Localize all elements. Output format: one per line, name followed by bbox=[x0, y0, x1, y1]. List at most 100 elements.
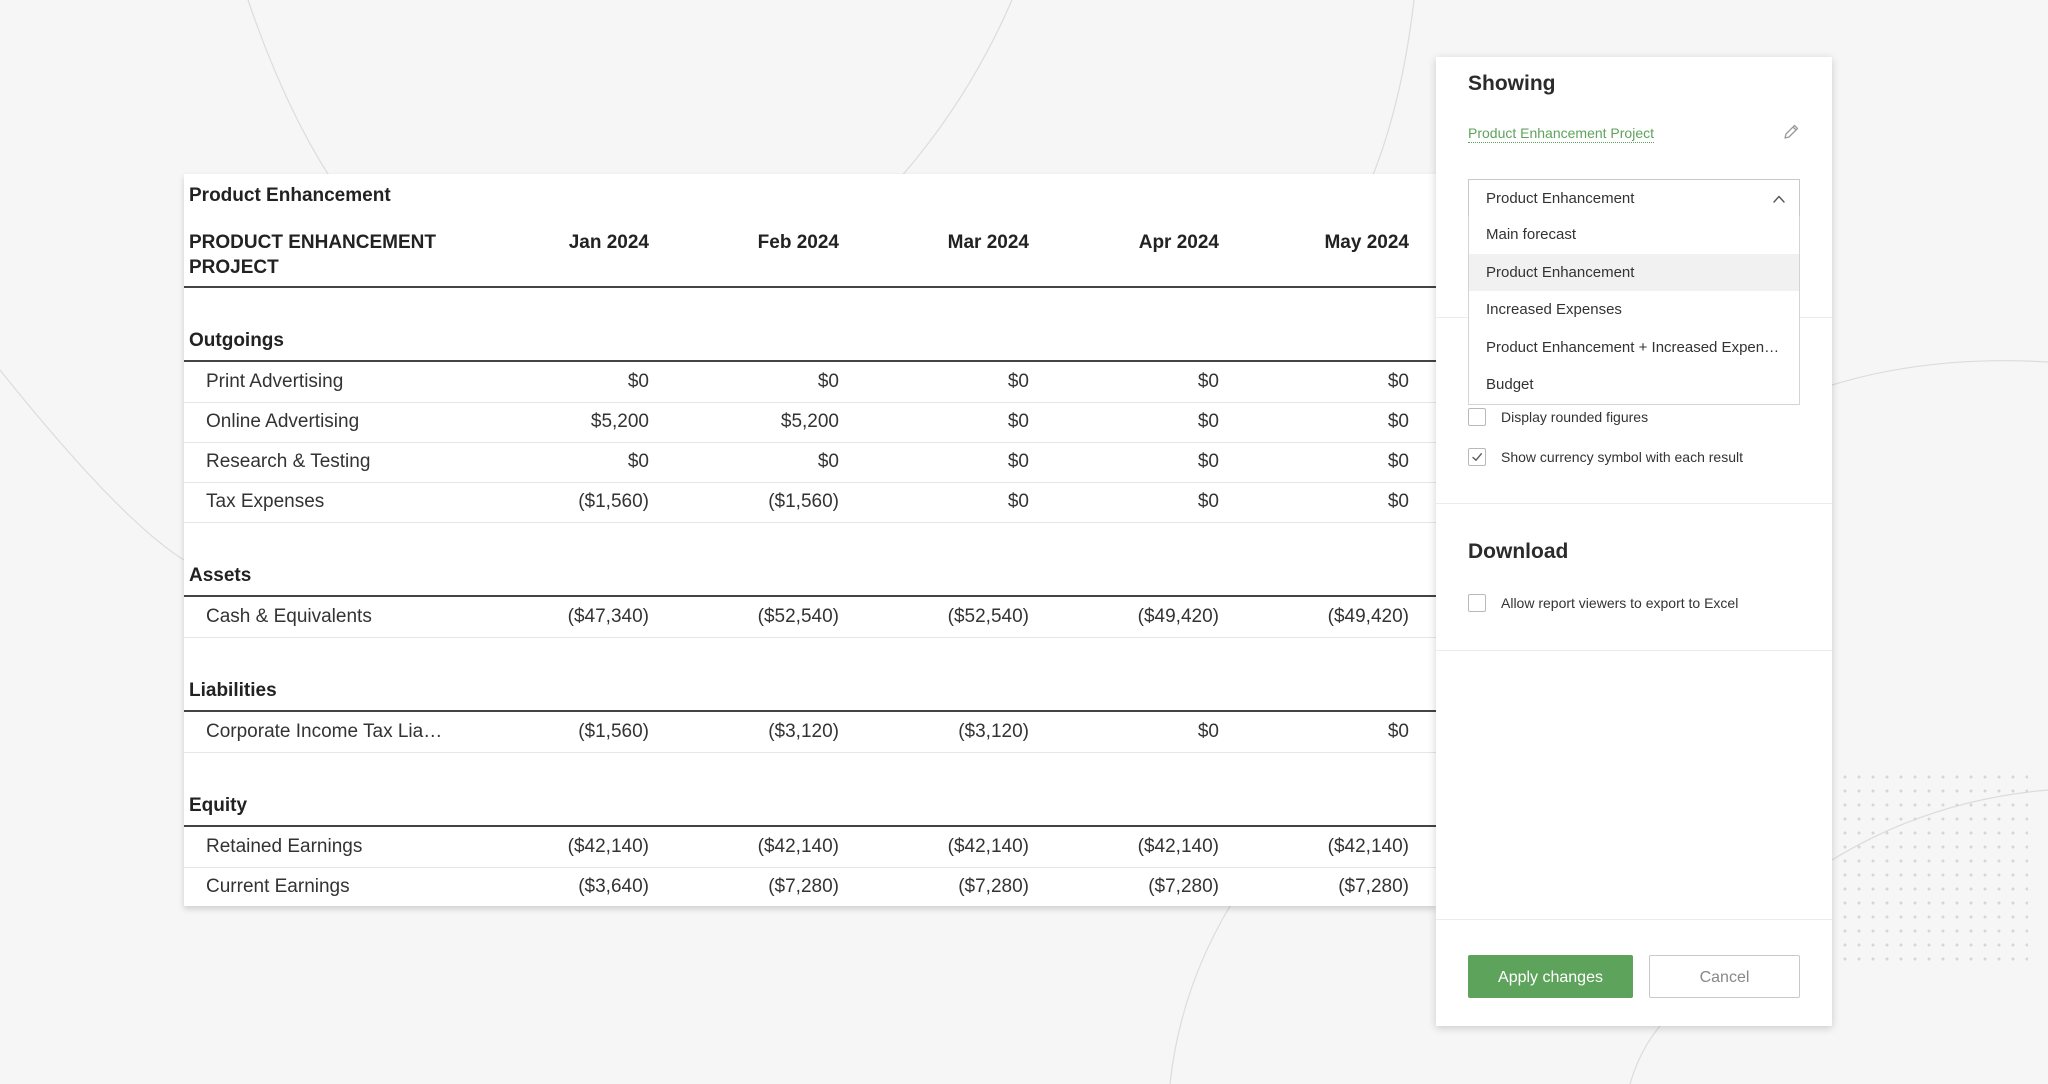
cell-value: ($7,280) bbox=[1148, 876, 1219, 897]
section-divider bbox=[1436, 650, 1832, 651]
dropdown-option[interactable]: Product Enhancement + Increased Expen… bbox=[1486, 338, 1780, 356]
cell-value: $0 bbox=[1197, 721, 1219, 742]
download-title: Download bbox=[1468, 540, 1569, 563]
section-divider bbox=[1436, 503, 1832, 504]
scenario-dropdown-menu: Main forecast Product Enhancement Increa… bbox=[1468, 216, 1800, 405]
dot-pattern bbox=[1838, 770, 2028, 970]
cell-value: ($47,340) bbox=[567, 606, 649, 627]
cell-value: ($3,120) bbox=[768, 721, 839, 742]
table-row: Print Advertising $0 $0 $0 $0 $0 bbox=[184, 362, 1436, 403]
table-header: PRODUCT ENHANCEMENT PROJECT Jan 2024 Feb… bbox=[184, 230, 1436, 288]
cell-value: $0 bbox=[1387, 371, 1409, 392]
cell-value: $0 bbox=[1007, 371, 1029, 392]
table-row: Cash & Equivalents ($47,340) ($52,540) (… bbox=[184, 597, 1436, 638]
currency-symbol-checkbox[interactable] bbox=[1468, 448, 1486, 466]
cell-value: $0 bbox=[627, 371, 649, 392]
cell-value: ($42,140) bbox=[1137, 836, 1219, 857]
report-settings-panel: Showing Product Enhancement Project Down… bbox=[1436, 57, 1832, 1026]
cell-value: $0 bbox=[1197, 491, 1219, 512]
section-divider bbox=[184, 360, 1436, 362]
row-label: Retained Earnings bbox=[206, 836, 363, 857]
row-label: Tax Expenses bbox=[206, 491, 325, 512]
section-title-outgoings: Outgoings bbox=[189, 330, 284, 351]
rounded-figures-label: Display rounded figures bbox=[1501, 409, 1649, 425]
row-label: Research & Testing bbox=[206, 451, 371, 472]
cell-value: ($1,560) bbox=[578, 721, 649, 742]
project-link[interactable]: Product Enhancement Project bbox=[1468, 125, 1654, 143]
cell-value: ($52,540) bbox=[757, 606, 839, 627]
month-header: Jan 2024 bbox=[568, 232, 649, 253]
section-divider bbox=[184, 710, 1436, 712]
chevron-up-icon[interactable] bbox=[1771, 191, 1787, 207]
cell-value: ($7,280) bbox=[768, 876, 839, 897]
cell-value: ($52,540) bbox=[947, 606, 1029, 627]
apply-changes-button[interactable]: Apply changes bbox=[1468, 955, 1633, 998]
cell-value: $0 bbox=[1007, 411, 1029, 432]
section-divider bbox=[184, 595, 1436, 597]
month-header: Mar 2024 bbox=[947, 232, 1029, 253]
cell-value: $5,200 bbox=[590, 411, 649, 432]
cell-value: $0 bbox=[1197, 411, 1219, 432]
section-title-assets: Assets bbox=[189, 565, 252, 586]
rounded-figures-checkbox[interactable] bbox=[1468, 408, 1486, 426]
section-title-equity: Equity bbox=[189, 795, 248, 816]
table-row: Research & Testing $0 $0 $0 $0 $0 bbox=[184, 442, 1436, 483]
section-title-liabilities: Liabilities bbox=[189, 680, 277, 701]
dropdown-option-selected[interactable]: Product Enhancement bbox=[1469, 253, 1799, 291]
cancel-button[interactable]: Cancel bbox=[1649, 955, 1800, 998]
table-row: Retained Earnings ($42,140) ($42,140) ($… bbox=[184, 827, 1436, 868]
report-table: Product Enhancement PRODUCT ENHANCEMENT … bbox=[184, 174, 1436, 906]
table-row: Tax Expenses ($1,560) ($1,560) $0 $0 $0 bbox=[184, 482, 1436, 523]
cell-value: ($42,140) bbox=[1327, 836, 1409, 857]
cell-value: $0 bbox=[1007, 491, 1029, 512]
export-excel-checkbox[interactable] bbox=[1468, 594, 1486, 612]
checkmark-icon bbox=[1472, 453, 1482, 461]
footer-divider bbox=[1436, 919, 1832, 920]
cell-value: ($7,280) bbox=[1338, 876, 1409, 897]
cell-value: ($1,560) bbox=[578, 491, 649, 512]
export-excel-label: Allow report viewers to export to Excel bbox=[1501, 595, 1739, 611]
cell-value: $0 bbox=[1387, 491, 1409, 512]
cell-value: $0 bbox=[1387, 411, 1409, 432]
month-header: May 2024 bbox=[1324, 232, 1409, 253]
cell-value: ($49,420) bbox=[1137, 606, 1219, 627]
row-label: Cash & Equivalents bbox=[206, 606, 372, 627]
cell-value: $0 bbox=[1197, 451, 1219, 472]
dropdown-option[interactable]: Main forecast bbox=[1486, 226, 1577, 243]
report-title: Product Enhancement bbox=[189, 185, 391, 206]
pencil-icon[interactable] bbox=[1782, 123, 1800, 141]
currency-symbol-label: Show currency symbol with each result bbox=[1501, 449, 1743, 465]
table-row: Corporate Income Tax Lia… ($1,560) ($3,1… bbox=[184, 712, 1436, 753]
cell-value: $0 bbox=[817, 371, 839, 392]
cell-value: ($42,140) bbox=[567, 836, 649, 857]
project-header: PRODUCT ENHANCEMENT PROJECT bbox=[189, 232, 436, 278]
month-header: Feb 2024 bbox=[757, 232, 839, 253]
cell-value: ($42,140) bbox=[757, 836, 839, 857]
row-label: Online Advertising bbox=[206, 411, 360, 432]
cell-value: $0 bbox=[627, 451, 649, 472]
cell-value: ($7,280) bbox=[958, 876, 1029, 897]
cell-value: $0 bbox=[1387, 721, 1409, 742]
row-label: Print Advertising bbox=[206, 371, 344, 392]
cell-value: $0 bbox=[1387, 451, 1409, 472]
month-header: Apr 2024 bbox=[1138, 232, 1219, 253]
dropdown-option[interactable]: Budget bbox=[1486, 376, 1534, 393]
table-row: Online Advertising $5,200 $5,200 $0 $0 $… bbox=[184, 402, 1436, 443]
cell-value: $5,200 bbox=[780, 411, 839, 432]
table-row: Current Earnings ($3,640) ($7,280) ($7,2… bbox=[184, 867, 1436, 907]
showing-title: Showing bbox=[1468, 72, 1556, 95]
cell-value: ($3,640) bbox=[578, 876, 649, 897]
row-label: Corporate Income Tax Lia… bbox=[206, 721, 443, 742]
scenario-select[interactable]: Product Enhancement bbox=[1468, 179, 1800, 217]
cell-value: ($42,140) bbox=[947, 836, 1029, 857]
cell-value: $0 bbox=[1007, 451, 1029, 472]
cell-value: $0 bbox=[817, 451, 839, 472]
section-divider bbox=[184, 825, 1436, 827]
cell-value: $0 bbox=[1197, 371, 1219, 392]
cell-value: ($1,560) bbox=[768, 491, 839, 512]
cell-value: ($3,120) bbox=[958, 721, 1029, 742]
row-label: Current Earnings bbox=[206, 876, 350, 897]
dropdown-option[interactable]: Increased Expenses bbox=[1486, 301, 1622, 318]
scenario-select-value: Product Enhancement bbox=[1486, 190, 1635, 207]
cell-value: ($49,420) bbox=[1327, 606, 1409, 627]
